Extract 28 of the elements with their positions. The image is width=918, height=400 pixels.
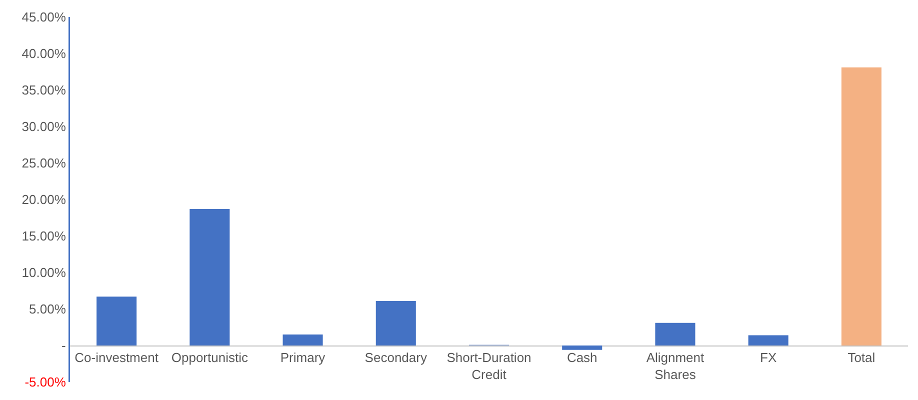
x-tick-label: Cash	[566, 350, 598, 366]
y-tick-label: 30.00%	[22, 119, 66, 134]
y-tick-label: 35.00%	[22, 82, 66, 98]
bar	[282, 334, 323, 346]
x-tick-label: Alignment Shares	[646, 350, 705, 382]
bar	[376, 300, 416, 346]
bar	[190, 208, 230, 346]
x-tick-label: Co-investment	[74, 350, 159, 366]
y-tick-label: 10.00%	[22, 265, 66, 280]
y-tick-label: 45.00%	[22, 10, 66, 25]
x-tick-label: FX	[760, 350, 777, 366]
bar	[562, 346, 602, 350]
bar	[655, 322, 696, 346]
x-tick-label: Short-Duration Credit	[446, 350, 532, 382]
y-tick-label: -	[62, 338, 66, 354]
bar	[841, 67, 882, 346]
y-tick-label: -5.00%	[24, 374, 66, 390]
x-tick-label: Opportunistic	[171, 350, 248, 366]
y-tick-label: 25.00%	[22, 156, 66, 171]
y-tick-label: 20.00%	[22, 192, 66, 208]
bar	[96, 296, 137, 346]
y-tick-label: 40.00%	[22, 46, 66, 62]
y-tick-label: 15.00%	[22, 228, 66, 244]
bar	[748, 335, 788, 346]
x-tick-label: Secondary	[364, 350, 428, 366]
y-tick-label: 5.00%	[29, 302, 66, 317]
x-tick-label: Total	[848, 350, 876, 366]
x-tick-label: Primary	[280, 350, 326, 366]
